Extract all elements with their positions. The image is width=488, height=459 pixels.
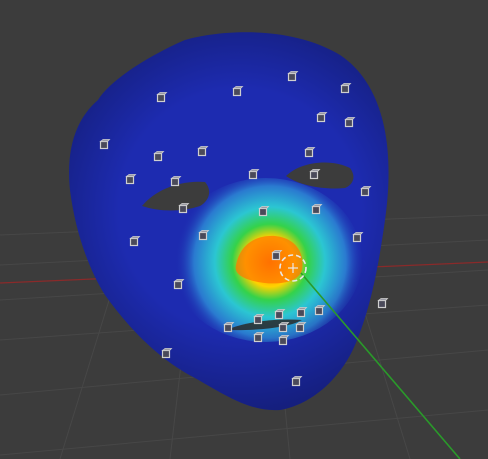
bone-marker-icon[interactable] <box>178 203 190 214</box>
bone-marker-icon[interactable] <box>258 206 270 217</box>
y-axis-line <box>300 272 461 459</box>
bone-marker-icon[interactable] <box>274 309 286 320</box>
bone-marker-icon[interactable] <box>156 92 168 103</box>
bone-marker-icon[interactable] <box>304 147 316 158</box>
right-eye-hole <box>286 162 354 189</box>
crosshair-cursor-icon[interactable] <box>279 254 307 282</box>
marker-group <box>99 71 389 387</box>
bone-marker-icon[interactable] <box>271 250 283 261</box>
left-eye-hole <box>142 181 210 211</box>
bone-marker-icon[interactable] <box>309 169 321 180</box>
bone-marker-icon[interactable] <box>223 322 235 333</box>
bone-marker-icon[interactable] <box>278 335 290 346</box>
bone-marker-icon[interactable] <box>278 322 290 333</box>
bone-marker-icon[interactable] <box>161 348 173 359</box>
bone-marker-icon[interactable] <box>296 307 308 318</box>
face-shading <box>69 32 389 411</box>
bone-marker-icon[interactable] <box>232 86 244 97</box>
bone-marker-icon[interactable] <box>377 298 389 309</box>
bone-marker-icon[interactable] <box>125 174 137 185</box>
bone-marker-icon[interactable] <box>129 236 141 247</box>
bone-marker-icon[interactable] <box>287 71 299 82</box>
bone-marker-icon[interactable] <box>170 176 182 187</box>
bone-marker-icon[interactable] <box>198 230 210 241</box>
bone-marker-icon[interactable] <box>99 139 111 150</box>
bone-marker-icon[interactable] <box>291 376 303 387</box>
bone-marker-icon[interactable] <box>253 314 265 325</box>
bone-marker-icon[interactable] <box>295 322 307 333</box>
bone-marker-icon[interactable] <box>253 332 265 343</box>
bone-marker-icon[interactable] <box>248 169 260 180</box>
bone-marker-icon[interactable] <box>311 204 323 215</box>
bone-marker-icon[interactable] <box>352 232 364 243</box>
bone-marker-icon[interactable] <box>316 112 328 123</box>
bone-marker-icon[interactable] <box>314 305 326 316</box>
bone-marker-icon[interactable] <box>360 186 372 197</box>
bone-marker-icon[interactable] <box>197 146 209 157</box>
bone-marker-icon[interactable] <box>344 117 356 128</box>
bone-marker-icon[interactable] <box>153 151 165 162</box>
bone-marker-icon[interactable] <box>173 279 185 290</box>
bone-marker-icon[interactable] <box>340 83 352 94</box>
